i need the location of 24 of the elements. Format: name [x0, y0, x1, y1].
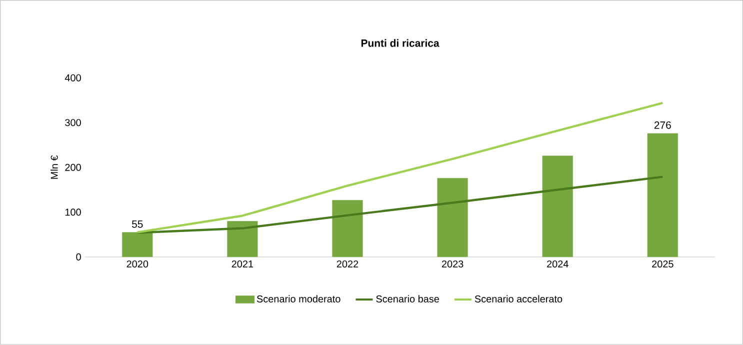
data-label: 276	[654, 122, 671, 129]
x-tick-label: 2025	[652, 260, 674, 268]
bar	[647, 133, 678, 258]
chart-title: Punti di ricarica	[361, 39, 440, 47]
x-tick-label: 2024	[547, 260, 568, 268]
legend-label: Scenario base	[376, 295, 439, 303]
y-tick-label: 300	[65, 119, 81, 126]
y-tick-label: 400	[64, 74, 81, 82]
data-label: 55	[132, 220, 143, 228]
bar	[122, 232, 153, 258]
legend-label: Scenario accelerato	[474, 295, 562, 303]
y-axis-title: Mln €	[50, 155, 58, 179]
y-tick-label: 0	[76, 254, 81, 261]
x-tick-label: 2022	[336, 260, 358, 268]
x-tick-label: 2020	[126, 260, 148, 268]
x-tick-label: 2021	[232, 260, 254, 268]
y-tick-label: 100	[65, 208, 81, 216]
x-tick-label: 2023	[442, 260, 464, 268]
bar	[437, 178, 468, 258]
bar	[542, 156, 573, 258]
bar	[332, 200, 363, 258]
y-tick-label: 200	[65, 164, 81, 172]
legend-label: Scenario moderato	[256, 295, 340, 303]
bar	[227, 221, 258, 258]
